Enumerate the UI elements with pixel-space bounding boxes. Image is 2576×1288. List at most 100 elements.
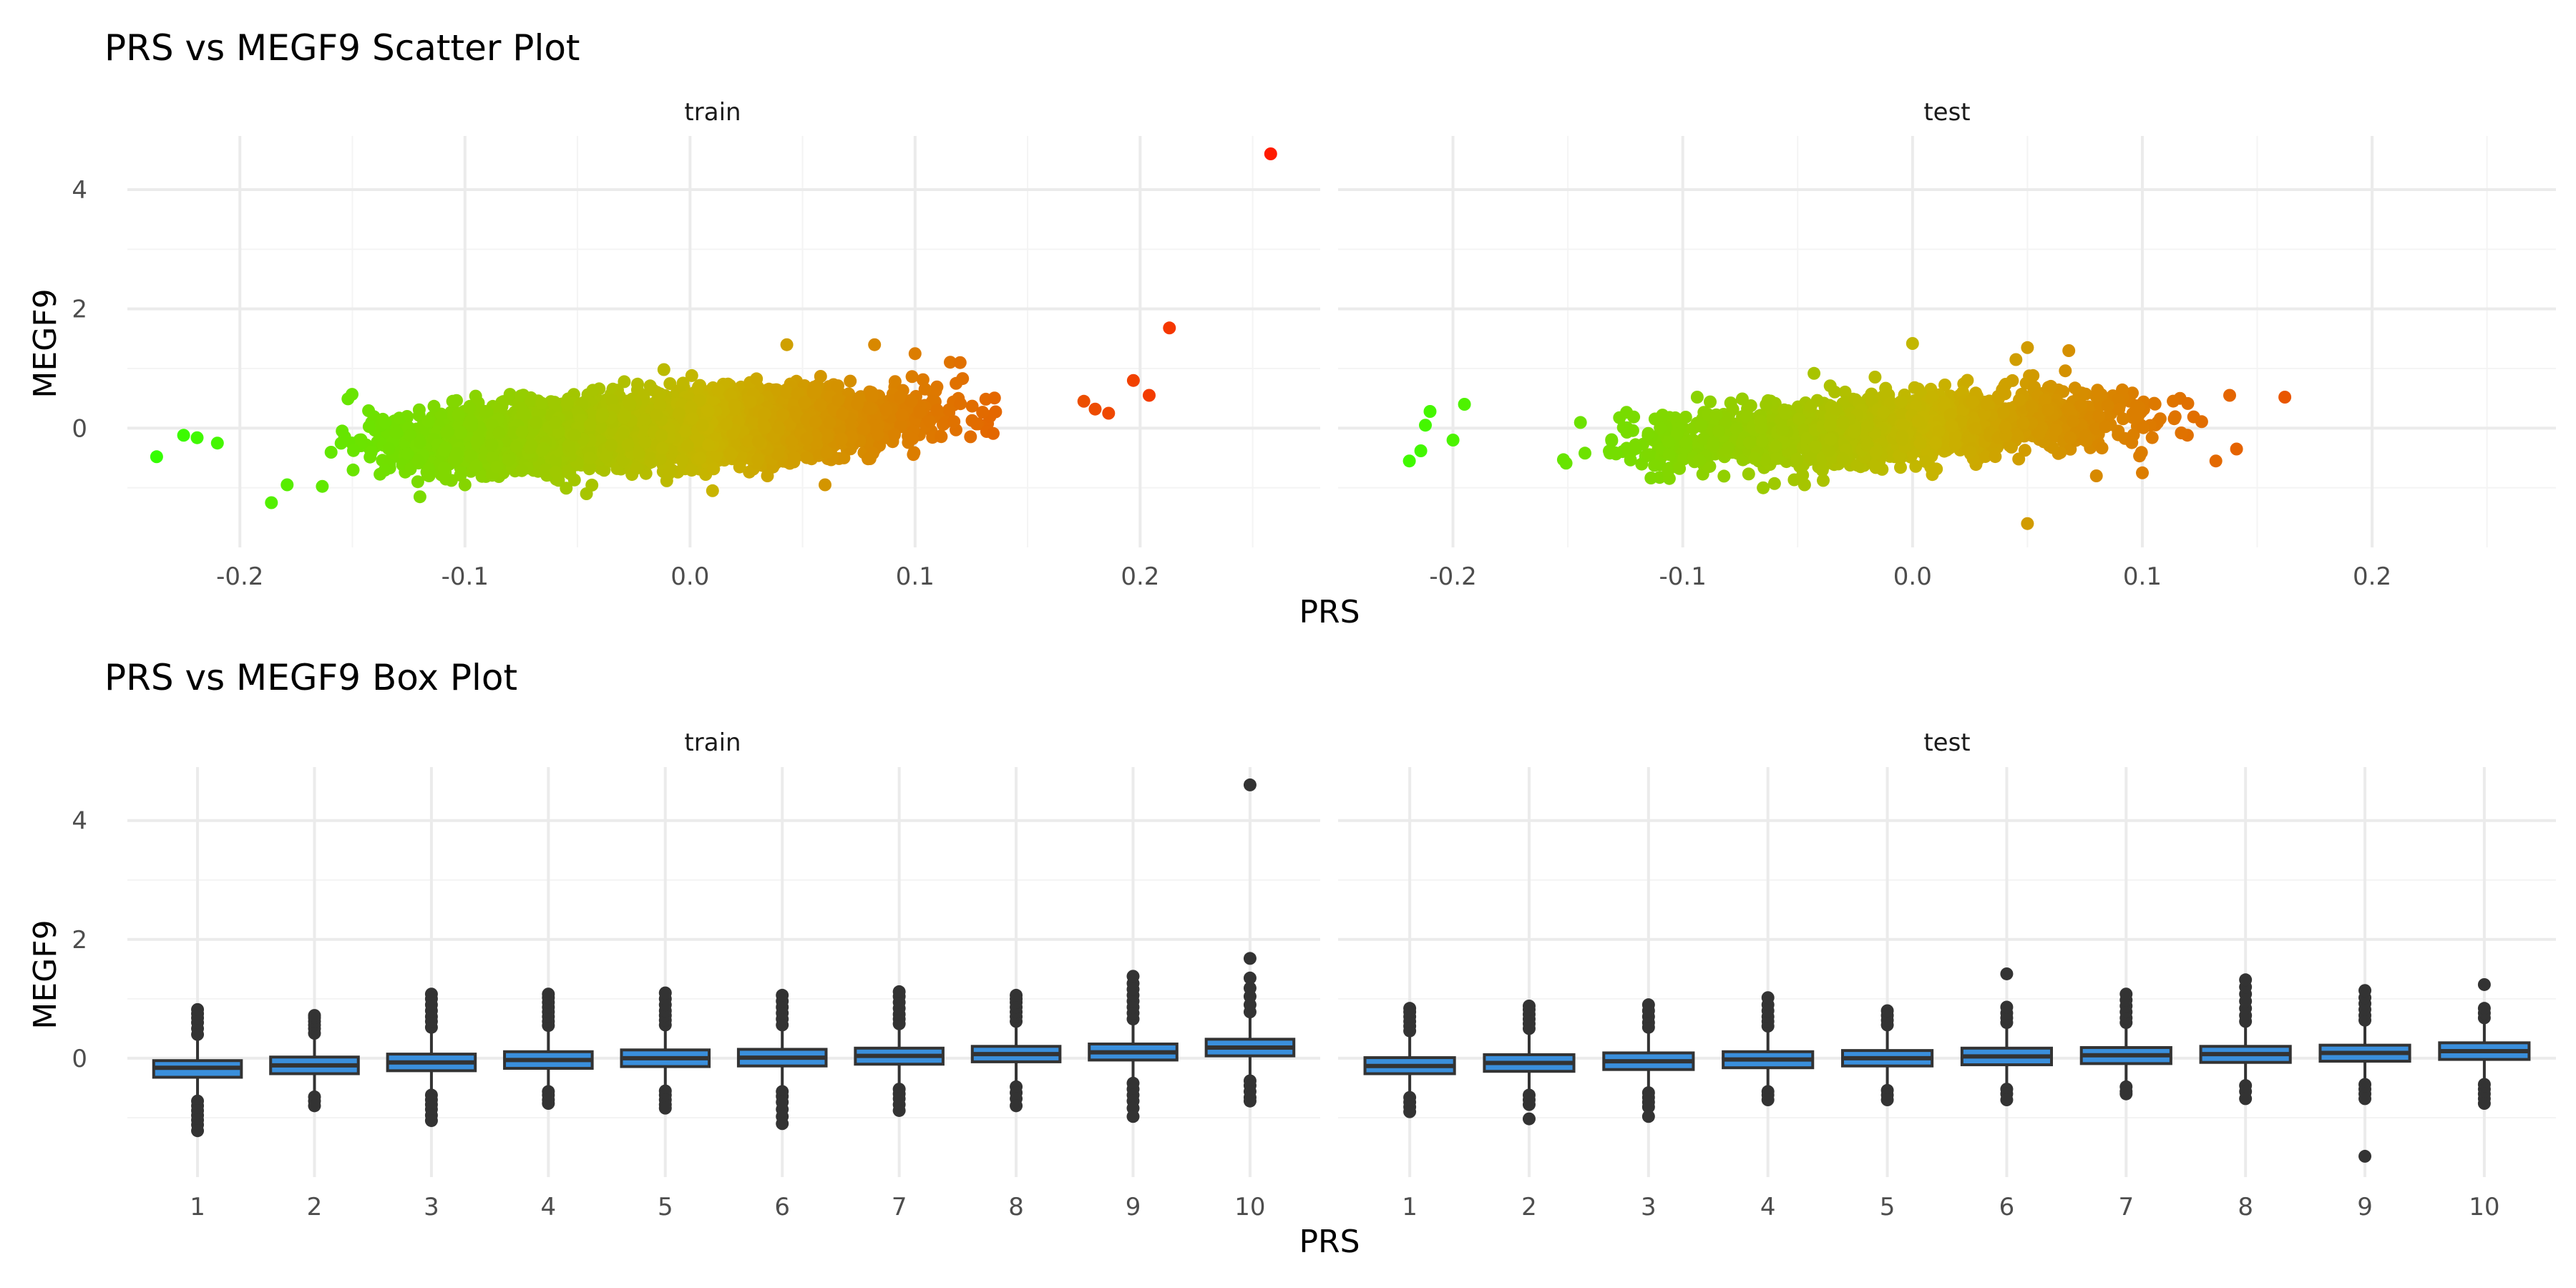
scatter-point <box>701 404 715 418</box>
scatter-point <box>653 387 667 401</box>
scatter-point <box>362 404 376 417</box>
scatter-point <box>630 462 643 475</box>
scatter-point <box>452 408 465 421</box>
scatter-point <box>904 394 918 408</box>
scatter-point <box>750 372 763 386</box>
scatter-point <box>490 460 504 474</box>
scatter-point <box>632 447 645 460</box>
scatter-point <box>788 451 801 464</box>
scatter-point <box>685 369 698 382</box>
scatter-point <box>675 454 689 467</box>
scatter-point <box>560 482 573 495</box>
scatter-point <box>888 375 902 389</box>
scatter-point <box>583 452 597 464</box>
scatter-plot-title: PRS vs MEGF9 Scatter Plot <box>104 27 580 69</box>
scatter-point <box>364 446 378 459</box>
scatter-point <box>605 438 618 452</box>
scatter-point <box>346 463 360 477</box>
scatter-point <box>347 444 360 457</box>
y-tick-label: 4 <box>72 176 87 205</box>
scatter-point <box>509 440 523 454</box>
scatter-point <box>835 432 848 446</box>
scatter-point <box>800 451 814 464</box>
scatter-point <box>393 411 406 425</box>
scatter-point <box>776 408 790 421</box>
scatter-point <box>563 467 577 480</box>
y-tick-label: 0 <box>72 414 87 443</box>
scatter-point <box>863 436 877 450</box>
scatter-point <box>970 417 983 431</box>
scatter-point <box>976 406 990 419</box>
scatter-point <box>987 391 1001 405</box>
x-tick-label: 0.0 <box>670 562 709 591</box>
scatter-point <box>411 454 425 467</box>
scatter-point <box>316 479 329 493</box>
scatter-point <box>427 399 441 413</box>
scatter-point <box>437 444 451 457</box>
scatter-point <box>657 363 670 376</box>
scatter-point <box>618 375 631 389</box>
scatter-point <box>621 438 635 452</box>
scatter-point <box>964 430 977 444</box>
scatter-point <box>761 469 774 482</box>
x-tick-label: 0.1 <box>896 562 935 591</box>
scatter-point <box>724 448 738 462</box>
scatter-point <box>346 388 358 401</box>
scatter-point <box>382 442 396 456</box>
scatter-point <box>673 407 686 421</box>
scatter-point <box>864 402 877 415</box>
scatter-point <box>379 416 392 429</box>
scatter-point <box>440 426 453 439</box>
scatter-point <box>913 406 927 419</box>
scatter-point <box>954 397 967 411</box>
scatter-point <box>515 425 529 439</box>
x-tick-label: -0.2 <box>216 562 263 591</box>
scatter-point <box>906 432 919 446</box>
x-tick-label: -0.1 <box>441 562 489 591</box>
scatter-point <box>655 441 669 455</box>
scatter-point <box>479 405 493 419</box>
scatter-point <box>362 420 376 434</box>
scatter-point <box>918 382 932 396</box>
scatter-point <box>437 462 451 474</box>
scatter-point <box>599 450 613 464</box>
scatter-point <box>492 426 506 440</box>
scatter-point <box>923 415 937 428</box>
scatter-point <box>707 462 721 476</box>
y-tick-label: 2 <box>72 296 87 324</box>
scatter-point <box>950 376 963 390</box>
scatter-point <box>758 407 771 421</box>
scatter-point <box>820 446 834 459</box>
scatter-point <box>836 407 849 421</box>
scatter-point <box>503 388 517 401</box>
scatter-point <box>711 383 725 396</box>
scatter-point <box>857 422 871 436</box>
scatter-point <box>800 432 814 446</box>
scatter-point <box>324 446 338 459</box>
scatter-point <box>390 426 404 439</box>
scatter-point <box>905 370 919 384</box>
scatter-point <box>413 436 426 449</box>
scatter-point <box>616 427 630 441</box>
scatter-point <box>530 416 543 429</box>
scatter-point <box>893 390 907 404</box>
scatter-point <box>947 415 961 429</box>
scatter-strip-train: train <box>684 98 741 127</box>
scatter-point <box>837 451 851 464</box>
scatter-point <box>411 475 424 489</box>
scatter-point <box>560 397 574 411</box>
scatter-point <box>831 394 845 407</box>
scatter-point <box>965 399 979 413</box>
scatter-point <box>989 405 1002 419</box>
scatter-point <box>378 464 391 477</box>
scatter-strip-test: test <box>1923 98 1970 127</box>
scatter-point <box>469 459 483 473</box>
scatter-point <box>454 426 468 439</box>
scatter-point <box>814 399 827 412</box>
x-tick-label: 0.2 <box>1121 562 1159 591</box>
scatter-point <box>930 404 944 417</box>
scatter-point <box>831 379 844 393</box>
scatter-point <box>421 415 435 428</box>
